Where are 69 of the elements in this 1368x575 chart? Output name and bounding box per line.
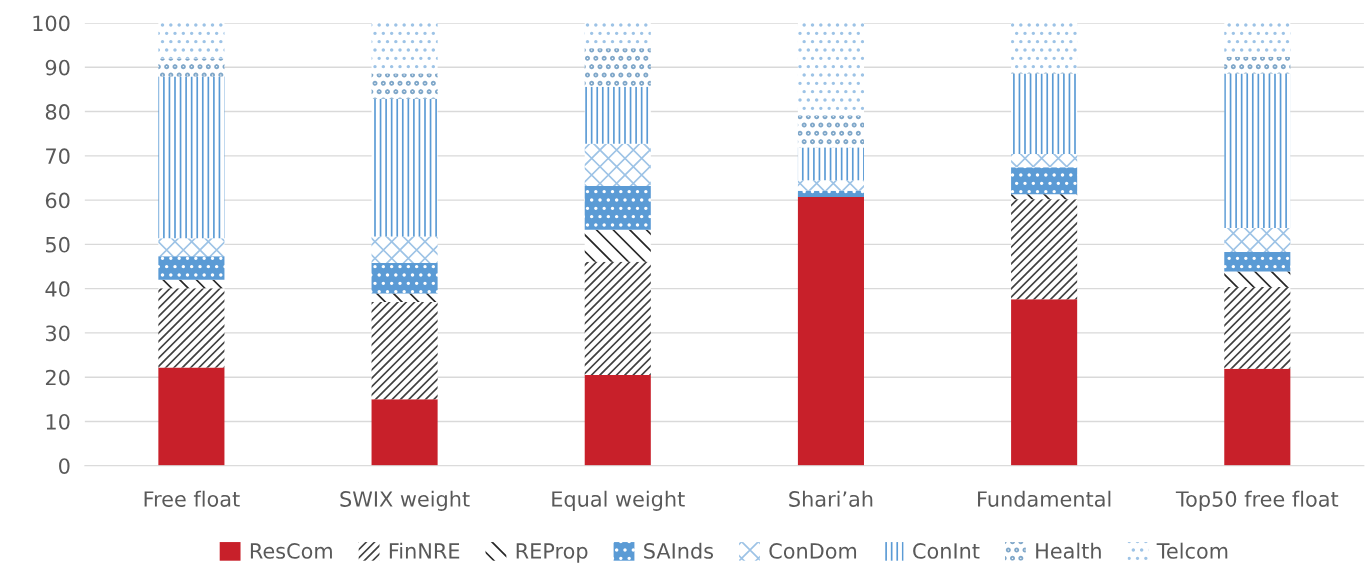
bar	[1011, 194, 1078, 200]
bar	[584, 261, 651, 375]
bar	[158, 367, 225, 466]
bar	[1011, 299, 1078, 466]
x-tick-label: Top50 free float	[1175, 490, 1339, 511]
bar	[1011, 23, 1078, 72]
bar	[584, 185, 651, 230]
y-tick-label: 50	[46, 236, 70, 253]
bar	[158, 23, 225, 59]
bar	[797, 147, 864, 181]
bar	[584, 374, 651, 466]
bar	[584, 229, 651, 262]
x-tick-label: SWIX weight	[340, 490, 470, 511]
y-tick-label: 0	[59, 458, 70, 474]
x-tick-label: Free float	[144, 490, 240, 507]
legend-label: ConDom	[769, 543, 857, 559]
bar	[158, 58, 225, 77]
bar	[1224, 286, 1291, 369]
bar	[1224, 56, 1291, 74]
y-tick-label: 60	[45, 192, 70, 209]
x-tick-label: Shari’ah	[789, 490, 873, 507]
bar	[371, 73, 438, 99]
bar	[797, 190, 864, 197]
bar	[371, 301, 438, 400]
y-tick-label: 20	[45, 369, 70, 386]
bar	[1011, 199, 1078, 300]
y-tick-label: 10	[46, 413, 70, 430]
bar	[797, 115, 864, 148]
bar	[1224, 271, 1291, 287]
bar	[1011, 154, 1078, 168]
y-tick-label: 40	[45, 281, 70, 297]
bar	[584, 143, 651, 186]
bar	[371, 23, 438, 74]
bar	[584, 48, 651, 87]
bar	[1011, 73, 1078, 155]
bar	[371, 236, 438, 263]
bar	[797, 197, 864, 466]
bar	[1011, 167, 1078, 195]
bar	[1224, 23, 1291, 57]
legend-label: Telcom	[1156, 542, 1228, 559]
bar	[1224, 368, 1291, 466]
bar	[584, 23, 651, 49]
bar	[1224, 251, 1291, 272]
y-tick-label: 90	[45, 59, 70, 76]
bar	[158, 238, 225, 257]
legend-label: SAInds	[644, 542, 714, 559]
bar	[1224, 227, 1291, 252]
bar	[158, 288, 225, 368]
x-tick-label: Fundamental	[978, 490, 1111, 507]
legend-label: ResCom	[250, 543, 332, 559]
y-tick-label: 100	[33, 15, 70, 32]
legend-label: FinNRE	[389, 542, 460, 559]
bar	[371, 98, 438, 237]
bar	[1224, 73, 1291, 228]
y-tick-label: 70	[46, 148, 70, 165]
bar	[158, 256, 225, 280]
bar	[797, 23, 864, 116]
y-tick-label: 80	[45, 104, 70, 120]
x-tick-label: Equal weight	[552, 490, 685, 511]
legend-label: REProp	[516, 543, 588, 563]
bar	[797, 180, 864, 191]
bar	[371, 262, 438, 294]
bar	[584, 86, 651, 144]
legend-label: Health	[1036, 542, 1101, 559]
legend-label: ConInt	[913, 543, 980, 559]
bar	[158, 76, 225, 239]
bar	[371, 399, 438, 466]
bar	[158, 279, 225, 289]
y-tick-label: 30	[46, 325, 70, 342]
